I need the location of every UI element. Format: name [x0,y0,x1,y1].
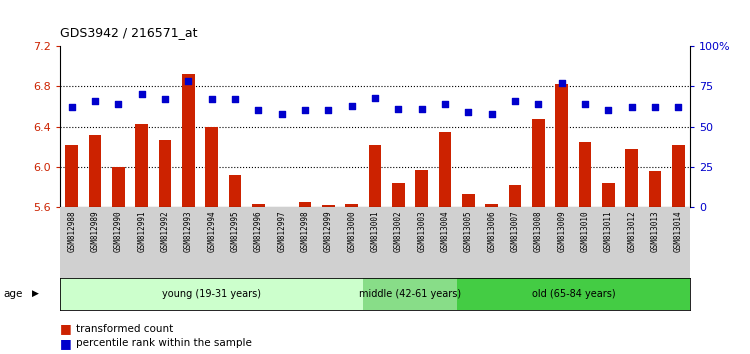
Bar [649,171,662,207]
Bar [485,204,498,207]
Text: GSM812996: GSM812996 [254,210,262,252]
Text: GSM813012: GSM813012 [627,210,636,252]
Bar [88,135,101,207]
Text: GSM812991: GSM812991 [137,210,146,252]
Text: GSM813005: GSM813005 [464,210,472,252]
Bar [368,145,382,207]
Bar [298,202,311,207]
Text: GSM813014: GSM813014 [674,210,682,252]
Text: age: age [4,289,23,299]
Point [556,80,568,86]
Text: GSM813011: GSM813011 [604,210,613,252]
Point [299,108,311,113]
Point [392,106,404,112]
Point [276,111,288,116]
Bar [416,170,428,207]
Point [626,104,638,110]
Bar [65,145,78,207]
Point [672,104,684,110]
Bar [509,185,521,207]
Text: GSM813013: GSM813013 [650,210,659,252]
Text: GSM812988: GSM812988 [68,210,76,252]
Bar [158,139,172,207]
Text: GSM813002: GSM813002 [394,210,403,252]
Bar [672,145,685,207]
Text: GSM812999: GSM812999 [324,210,333,252]
Text: percentile rank within the sample: percentile rank within the sample [76,338,252,348]
Point [252,108,264,113]
Point [439,101,451,107]
Point [509,98,521,104]
Point [182,79,194,84]
Text: ■: ■ [60,322,72,335]
Point [532,101,544,107]
Bar [532,119,544,207]
Text: GSM812990: GSM812990 [114,210,123,252]
Text: young (19-31 years): young (19-31 years) [162,289,261,299]
Bar [439,132,452,207]
Text: GSM813010: GSM813010 [580,210,590,252]
Text: GDS3942 / 216571_at: GDS3942 / 216571_at [60,26,197,39]
Point [206,96,218,102]
Bar [392,183,405,207]
Bar [206,127,218,207]
Text: GSM813001: GSM813001 [370,210,380,252]
Text: old (65-84 years): old (65-84 years) [532,289,615,299]
Text: GSM812994: GSM812994 [207,210,216,252]
Bar [345,204,358,207]
Bar [602,183,615,207]
Bar [578,142,592,207]
Text: GSM813004: GSM813004 [440,210,449,252]
Text: GSM813008: GSM813008 [534,210,543,252]
Bar [135,124,148,207]
Point [66,104,78,110]
Bar [322,205,334,207]
Point [486,111,498,116]
Point [322,108,334,113]
Point [462,109,474,115]
Text: ▶: ▶ [32,289,38,298]
Point [369,95,381,101]
Bar [462,194,475,207]
Text: GSM813000: GSM813000 [347,210,356,252]
Text: GSM812998: GSM812998 [301,210,310,252]
Bar [112,167,125,207]
Point [159,96,171,102]
Text: GSM813003: GSM813003 [417,210,426,252]
Text: GSM812992: GSM812992 [160,210,170,252]
Bar [252,204,265,207]
Point [229,96,241,102]
Point [136,92,148,97]
Text: ■: ■ [60,337,72,350]
Point [112,101,125,107]
Point [89,98,101,104]
Text: transformed count: transformed count [76,324,174,333]
Text: GSM812997: GSM812997 [278,210,286,252]
Text: GSM812989: GSM812989 [91,210,100,252]
Text: GSM812995: GSM812995 [230,210,239,252]
Point [579,101,591,107]
Point [602,108,614,113]
Text: GSM813007: GSM813007 [511,210,520,252]
Bar [626,149,638,207]
Point [416,106,428,112]
Text: middle (42-61 years): middle (42-61 years) [359,289,461,299]
Text: GSM813009: GSM813009 [557,210,566,252]
Bar [555,84,568,207]
Bar [457,278,690,310]
Bar [229,175,242,207]
Text: GSM813006: GSM813006 [488,210,496,252]
Bar [182,74,195,207]
Text: GSM812993: GSM812993 [184,210,193,252]
Bar [60,278,363,310]
Bar [363,278,457,310]
Point [649,104,661,110]
Bar [275,207,288,209]
Point [346,103,358,108]
